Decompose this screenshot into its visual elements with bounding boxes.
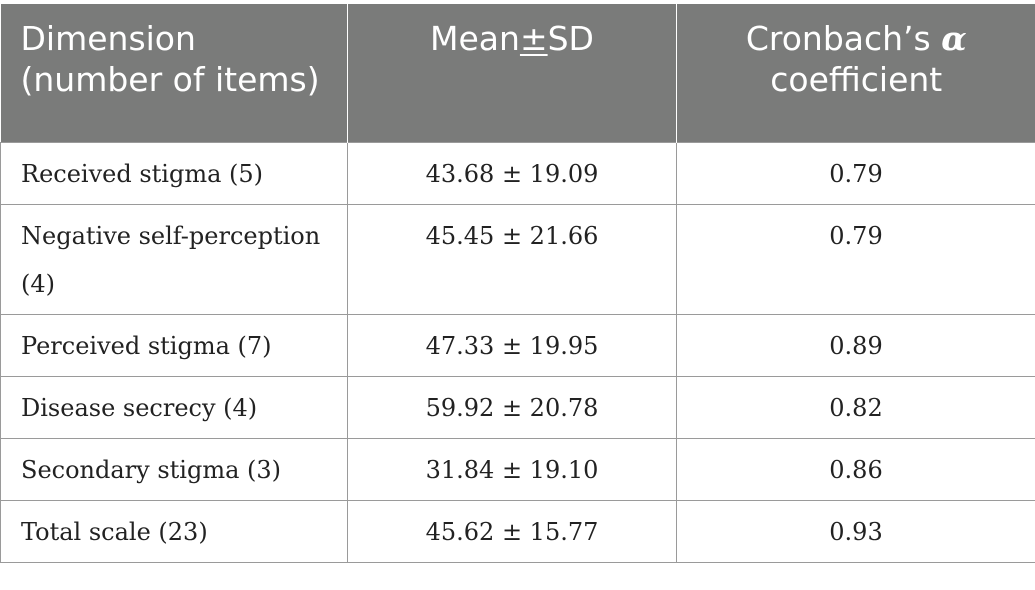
cell-dimension: Total scale (23) [0, 499, 348, 563]
stigma-dimensions-table: Dimension (number of items) Mean±SD Cron… [0, 4, 1035, 563]
cell-alpha: 0.86 [676, 437, 1035, 501]
table-header: Dimension (number of items) Mean±SD Cron… [0, 4, 1035, 142]
header-row: Dimension (number of items) Mean±SD Cron… [0, 4, 1035, 142]
header-coefficient-label: coefficient [770, 60, 943, 99]
cell-dimension: Negative self-perception (4) [0, 203, 348, 315]
header-cronbach-alpha: Cronbach’s α coefficient [676, 4, 1035, 142]
cell-alpha: 0.79 [676, 203, 1035, 315]
table-row: Secondary stigma (3) 31.84 ± 19.10 0.86 [0, 437, 1035, 501]
cell-dimension: Perceived stigma (7) [0, 313, 348, 377]
header-dimension-label: Dimension (number of items) [20, 19, 320, 99]
cell-dimension: Disease secrecy (4) [0, 375, 348, 439]
header-mean-sd: Mean±SD [347, 4, 677, 142]
header-plus-minus: ± [519, 19, 548, 58]
cell-mean-sd: 59.92 ± 20.78 [347, 375, 677, 439]
table-row: Total scale (23) 45.62 ± 15.77 0.93 [0, 499, 1035, 563]
cell-alpha: 0.82 [676, 375, 1035, 439]
header-mean-label: Mean [430, 19, 520, 58]
cell-mean-sd: 47.33 ± 19.95 [347, 313, 677, 377]
table-row: Negative self-perception (4) 45.45 ± 21.… [0, 203, 1035, 315]
cell-alpha: 0.79 [676, 141, 1035, 205]
table-body: Received stigma (5) 43.68 ± 19.09 0.79 N… [0, 141, 1035, 563]
table-row: Received stigma (5) 43.68 ± 19.09 0.79 [0, 141, 1035, 205]
stigma-table-container: Dimension (number of items) Mean±SD Cron… [0, 4, 1035, 563]
cell-alpha: 0.89 [676, 313, 1035, 377]
cell-mean-sd: 31.84 ± 19.10 [347, 437, 677, 501]
cell-alpha: 0.93 [676, 499, 1035, 563]
header-dimension: Dimension (number of items) [0, 4, 348, 142]
cell-dimension: Secondary stigma (3) [0, 437, 348, 501]
header-sd-label: SD [547, 19, 594, 58]
cell-mean-sd: 43.68 ± 19.09 [347, 141, 677, 205]
table-row: Perceived stigma (7) 47.33 ± 19.95 0.89 [0, 313, 1035, 377]
cell-dimension: Received stigma (5) [0, 141, 348, 205]
cell-mean-sd: 45.45 ± 21.66 [347, 203, 677, 315]
cell-mean-sd: 45.62 ± 15.77 [347, 499, 677, 563]
header-cronbach-label: Cronbach’s [745, 19, 942, 58]
header-alpha-symbol: α [941, 19, 967, 58]
table-row: Disease secrecy (4) 59.92 ± 20.78 0.82 [0, 375, 1035, 439]
